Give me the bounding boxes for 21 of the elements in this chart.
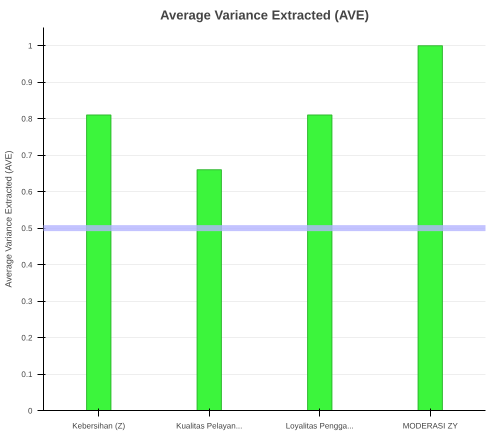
y-tick-label: 0.8 xyxy=(21,114,34,124)
bar xyxy=(196,169,222,410)
y-axis-title: Average Variance Extracted (AVE) xyxy=(3,150,14,288)
bar xyxy=(86,114,112,410)
y-tick-label: 0.2 xyxy=(21,334,34,343)
y-tick-label: 0.1 xyxy=(21,370,34,380)
bar xyxy=(307,114,332,410)
x-tick-label: Kualitas Pelayan... xyxy=(176,422,242,430)
bar xyxy=(418,45,443,410)
y-tick-label: 0.5 xyxy=(21,224,34,234)
y-tick-label: 1 xyxy=(28,42,34,51)
x-tick-label: Loyalitas Pengga... xyxy=(286,422,354,430)
y-tick-label: 0.3 xyxy=(21,297,34,306)
x-tick-label: Kebersihan (Z) xyxy=(72,422,126,430)
y-tick-label: 0.7 xyxy=(21,151,34,160)
y-tick-label: 0 xyxy=(28,406,34,416)
y-tick-label: 0.9 xyxy=(21,78,34,88)
chart-title: Average Variance Extracted (AVE) xyxy=(160,8,369,22)
y-tick-label: 0.6 xyxy=(21,188,34,197)
y-tick-label: 0.4 xyxy=(21,260,34,270)
x-tick-label: MODERASI ZY xyxy=(402,422,458,430)
